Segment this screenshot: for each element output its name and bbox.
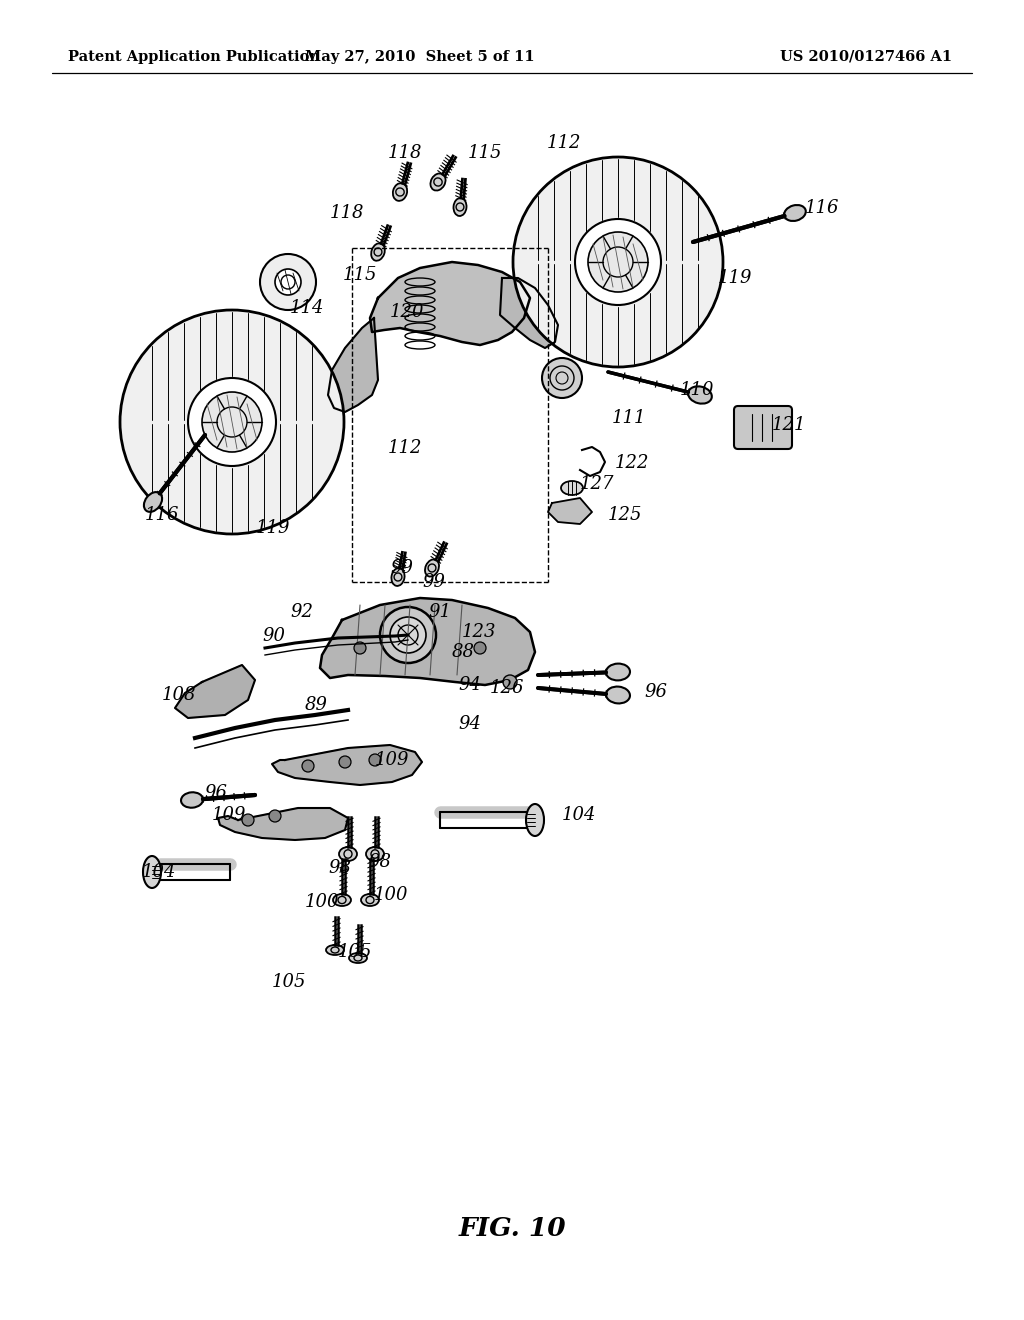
Text: FIG. 10: FIG. 10 (458, 1216, 566, 1241)
Circle shape (542, 358, 582, 399)
Ellipse shape (606, 664, 630, 680)
Text: 127: 127 (580, 475, 614, 492)
Text: 94: 94 (458, 715, 481, 733)
Ellipse shape (181, 792, 203, 808)
Text: 125: 125 (608, 506, 642, 524)
Text: 123: 123 (462, 623, 497, 642)
Ellipse shape (784, 205, 806, 220)
Text: 104: 104 (142, 863, 176, 880)
Text: 114: 114 (290, 300, 325, 317)
Text: 105: 105 (272, 973, 306, 991)
Text: 126: 126 (490, 678, 524, 697)
Polygon shape (319, 598, 535, 685)
Circle shape (575, 219, 662, 305)
Text: 96: 96 (204, 784, 227, 803)
Polygon shape (272, 744, 422, 785)
Ellipse shape (366, 847, 384, 861)
Polygon shape (500, 279, 558, 348)
Circle shape (588, 232, 648, 292)
Ellipse shape (526, 804, 544, 836)
Text: 108: 108 (162, 686, 197, 704)
Circle shape (380, 607, 436, 663)
FancyBboxPatch shape (734, 407, 792, 449)
Circle shape (474, 642, 486, 653)
Ellipse shape (339, 847, 357, 861)
Text: 104: 104 (562, 807, 597, 824)
Text: 112: 112 (388, 440, 423, 457)
Polygon shape (370, 261, 530, 345)
Ellipse shape (430, 173, 445, 190)
Circle shape (354, 642, 366, 653)
Text: 100: 100 (305, 894, 340, 911)
Text: 99: 99 (390, 558, 413, 577)
Text: 115: 115 (468, 144, 503, 162)
Circle shape (390, 616, 426, 653)
Text: 109: 109 (212, 807, 247, 824)
Text: Patent Application Publication: Patent Application Publication (68, 50, 319, 63)
Ellipse shape (425, 560, 439, 577)
Circle shape (188, 378, 276, 466)
Text: 121: 121 (772, 416, 807, 434)
Text: 118: 118 (388, 144, 423, 162)
Circle shape (275, 269, 301, 294)
Circle shape (242, 814, 254, 826)
Text: US 2010/0127466 A1: US 2010/0127466 A1 (780, 50, 952, 63)
Circle shape (503, 675, 517, 689)
Circle shape (269, 810, 281, 822)
Ellipse shape (361, 894, 379, 906)
Ellipse shape (143, 855, 161, 888)
Text: 119: 119 (718, 269, 753, 286)
Text: 99: 99 (422, 573, 445, 591)
Text: 105: 105 (338, 942, 373, 961)
Ellipse shape (454, 198, 467, 216)
Text: 116: 116 (145, 506, 179, 524)
Text: 122: 122 (615, 454, 649, 473)
Text: 120: 120 (390, 304, 425, 321)
Text: 116: 116 (805, 199, 840, 216)
Text: 100: 100 (374, 886, 409, 904)
Ellipse shape (688, 387, 712, 404)
Ellipse shape (606, 686, 630, 704)
Text: 98: 98 (328, 859, 351, 876)
Text: 118: 118 (330, 205, 365, 222)
Ellipse shape (349, 953, 367, 964)
Ellipse shape (144, 492, 162, 512)
Circle shape (260, 253, 316, 310)
Text: 109: 109 (375, 751, 410, 770)
Text: 88: 88 (452, 643, 475, 661)
Ellipse shape (391, 568, 404, 586)
Text: 115: 115 (343, 267, 378, 284)
Ellipse shape (326, 945, 344, 954)
Circle shape (302, 760, 314, 772)
Circle shape (369, 754, 381, 766)
Text: 112: 112 (547, 135, 582, 152)
Polygon shape (548, 498, 592, 524)
Ellipse shape (371, 243, 385, 261)
Circle shape (339, 756, 351, 768)
Text: 90: 90 (262, 627, 285, 645)
Circle shape (120, 310, 344, 535)
Ellipse shape (333, 894, 351, 906)
Text: 119: 119 (256, 519, 291, 537)
Ellipse shape (561, 480, 583, 495)
Text: May 27, 2010  Sheet 5 of 11: May 27, 2010 Sheet 5 of 11 (305, 50, 535, 63)
Ellipse shape (393, 183, 408, 201)
Text: 111: 111 (612, 409, 646, 426)
Text: 91: 91 (428, 603, 451, 620)
Text: 98: 98 (368, 853, 391, 871)
Text: 110: 110 (680, 381, 715, 399)
Text: 89: 89 (305, 696, 328, 714)
Text: 92: 92 (290, 603, 313, 620)
Polygon shape (175, 665, 255, 718)
Text: 94: 94 (458, 676, 481, 694)
Circle shape (513, 157, 723, 367)
Text: 96: 96 (644, 682, 667, 701)
Circle shape (202, 392, 262, 451)
Polygon shape (218, 808, 348, 840)
Polygon shape (328, 318, 378, 412)
